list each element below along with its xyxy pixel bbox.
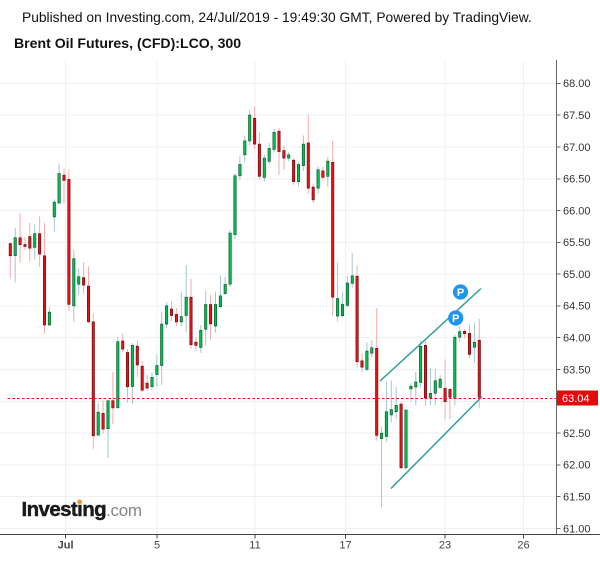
svg-text:17: 17 (339, 540, 351, 552)
svg-text:65.50: 65.50 (563, 237, 591, 249)
svg-text:66.50: 66.50 (563, 174, 591, 186)
svg-text:65.00: 65.00 (563, 269, 591, 281)
svg-text:Jul: Jul (58, 540, 74, 552)
svg-text:Investing.com: Investing.com (22, 498, 142, 521)
svg-text:P: P (452, 313, 459, 325)
svg-text:Brent Oil Futures, (CFD):LCO,: Brent Oil Futures, (CFD):LCO, 300 (14, 35, 241, 51)
svg-text:66.00: 66.00 (563, 205, 591, 217)
svg-text:62.00: 62.00 (563, 460, 591, 472)
svg-text:23: 23 (439, 540, 451, 552)
svg-text:64.50: 64.50 (563, 301, 591, 313)
svg-text:5: 5 (154, 540, 160, 552)
svg-text:68.00: 68.00 (563, 78, 591, 90)
svg-text:64.00: 64.00 (563, 333, 591, 345)
svg-text:Published on Investing.com, 24: Published on Investing.com, 24/Jul/2019 … (22, 10, 532, 25)
svg-text:67.50: 67.50 (563, 110, 591, 122)
svg-text:11: 11 (249, 540, 260, 552)
svg-text:61.50: 61.50 (563, 492, 591, 504)
svg-text:P: P (457, 287, 464, 299)
svg-text:62.50: 62.50 (563, 428, 591, 440)
svg-text:63.50: 63.50 (563, 364, 591, 376)
svg-text:63.04: 63.04 (562, 393, 590, 405)
svg-text:67.00: 67.00 (563, 142, 591, 154)
svg-text:61.00: 61.00 (563, 523, 591, 535)
svg-text:26: 26 (517, 540, 529, 552)
